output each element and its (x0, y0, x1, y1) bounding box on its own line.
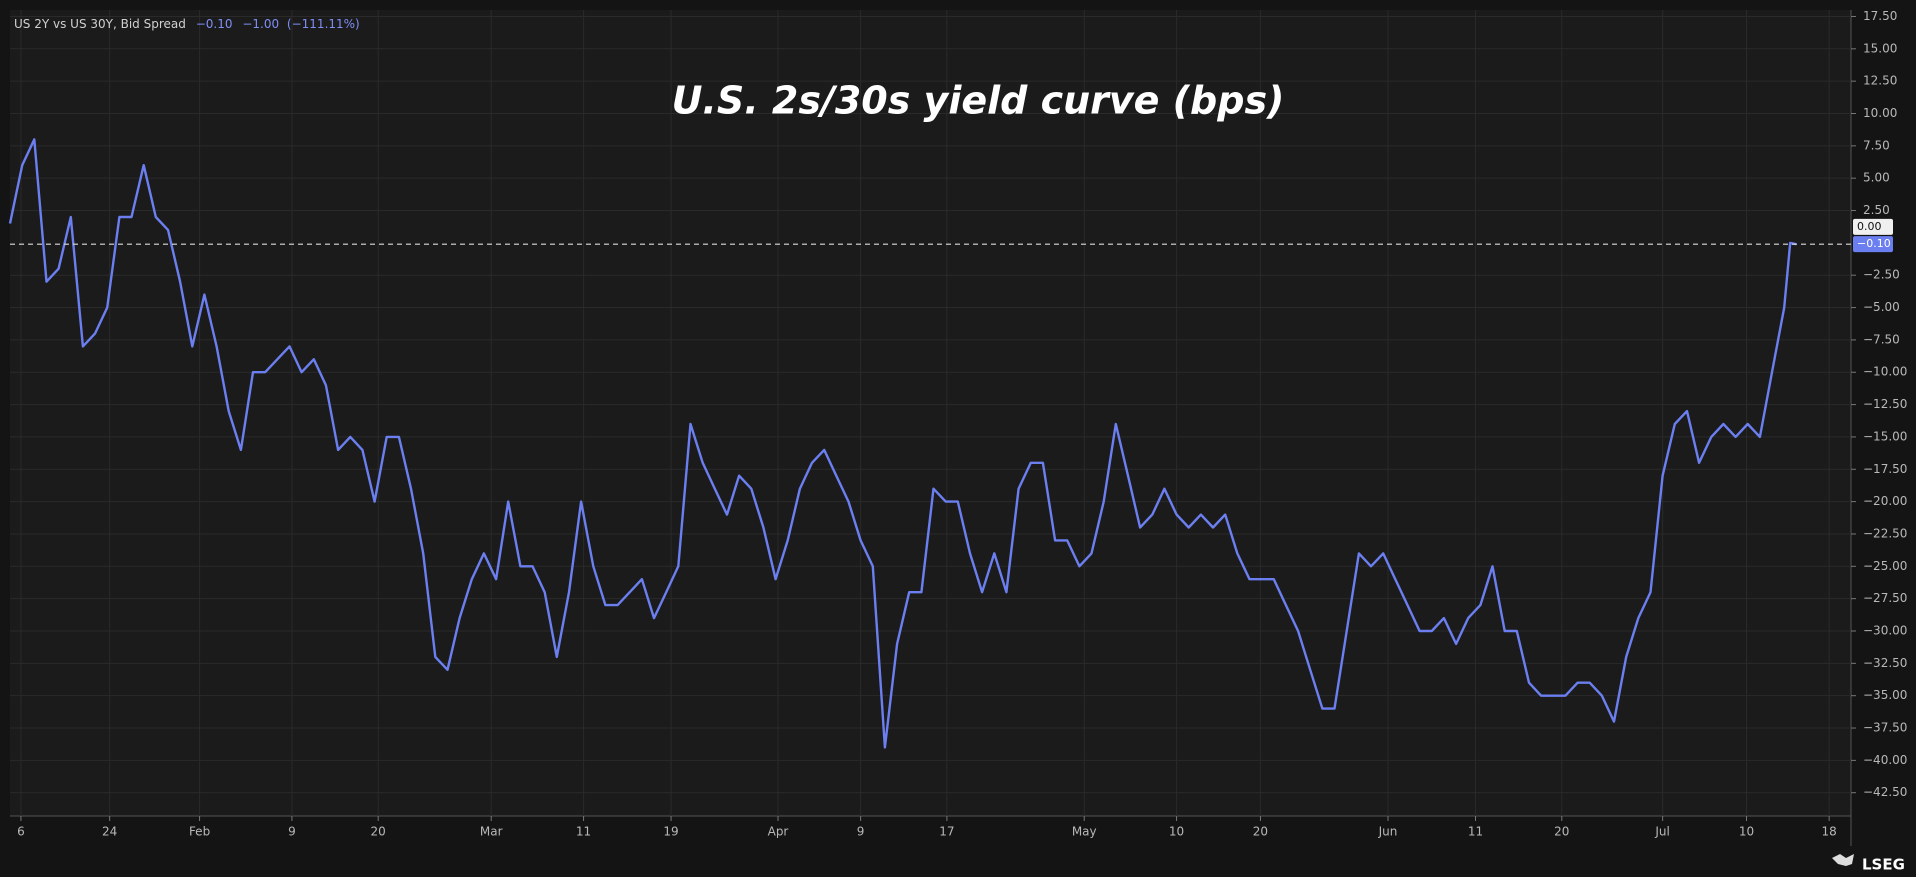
y-tick-label: −15.00 (1863, 429, 1907, 443)
y-tick-label: 15.00 (1863, 41, 1897, 55)
y-tick-label: −7.50 (1863, 332, 1900, 346)
y-tick-label: −30.00 (1863, 623, 1907, 637)
y-tick-label: −32.50 (1863, 656, 1907, 670)
x-tick-label: 20 (1253, 825, 1268, 839)
x-tick-label: Mar (480, 825, 503, 839)
y-tick-label: 17.50 (1863, 9, 1897, 23)
y-tick-label: −12.50 (1863, 397, 1907, 411)
y-tick-label: −2.50 (1863, 268, 1900, 282)
x-tick-label: Apr (768, 825, 789, 839)
x-tick-label: 10 (1739, 825, 1754, 839)
x-tick-label: 18 (1821, 825, 1836, 839)
brand-logo (1832, 854, 1854, 866)
chart-title: U.S. 2s/30s yield curve (bps) (672, 79, 1285, 123)
y-tick-label: −20.00 (1863, 494, 1907, 508)
marker-label: −0.10 (1857, 237, 1891, 250)
brand: LSEG (1862, 856, 1905, 874)
marker-label: 0.00 (1857, 220, 1882, 233)
y-tick-label: −10.00 (1863, 365, 1907, 379)
y-tick-label: −27.50 (1863, 591, 1907, 605)
legend-change: −1.00 (242, 17, 279, 31)
legend-name: US 2Y vs US 30Y, Bid Spread (14, 17, 186, 31)
x-tick-label: 9 (288, 825, 296, 839)
x-tick-label: 20 (371, 825, 386, 839)
x-tick-label: 17 (939, 825, 954, 839)
y-tick-label: 2.50 (1863, 203, 1890, 217)
x-tick-label: May (1072, 825, 1097, 839)
y-tick-label: −25.00 (1863, 559, 1907, 573)
y-tick-label: 5.00 (1863, 171, 1890, 185)
x-tick-label: 11 (1468, 825, 1483, 839)
series (8, 138, 1797, 749)
y-tick-label: −42.50 (1863, 785, 1907, 799)
y-tick-label: −40.00 (1863, 753, 1907, 767)
y-tick-label: −5.00 (1863, 300, 1900, 314)
y-tick-label: −37.50 (1863, 721, 1907, 735)
x-tick-label: Jun (1378, 825, 1398, 839)
y-tick-label: 12.50 (1863, 74, 1897, 88)
marker-box (1853, 218, 1893, 235)
x-tick-label: 19 (663, 825, 678, 839)
plot-area (10, 10, 1851, 816)
y-tick-label: 7.50 (1863, 138, 1890, 152)
y-tick-label: 10.00 (1863, 106, 1897, 120)
x-tick-label: Feb (189, 825, 210, 839)
x-tick-label: Jul (1654, 825, 1669, 839)
x-tick-label: 9 (857, 825, 865, 839)
x-tick-label: 11 (576, 825, 591, 839)
x-tick-label: 24 (102, 825, 117, 839)
y-tick-label: −17.50 (1863, 462, 1907, 476)
x-tick-label: 20 (1554, 825, 1569, 839)
x-tick-label: 6 (17, 825, 25, 839)
marker-box (1853, 236, 1893, 253)
legend-last: −0.10 (196, 17, 233, 31)
y-tick-label: −22.50 (1863, 526, 1907, 540)
series-line (8, 138, 1797, 749)
legend: US 2Y vs US 30Y, Bid Spread −0.10 −1.00 … (14, 17, 360, 31)
legend-change-pct: (−111.11%) (287, 17, 360, 31)
y-tick-label: −35.00 (1863, 688, 1907, 702)
grid (10, 10, 1851, 816)
x-tick-label: 10 (1169, 825, 1184, 839)
